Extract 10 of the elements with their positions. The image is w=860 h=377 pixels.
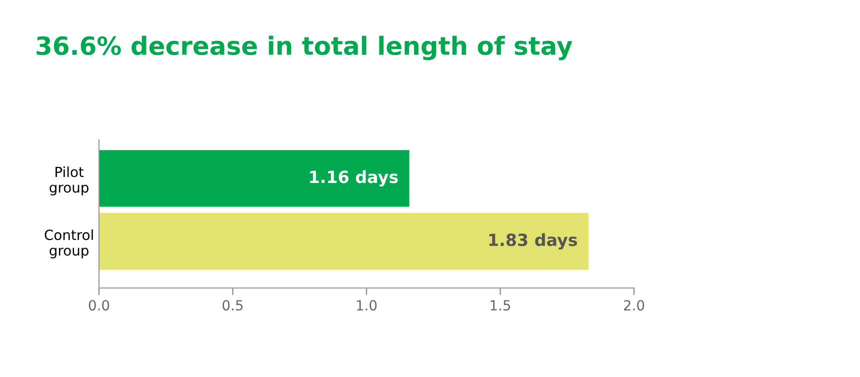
data-label: 1.16 days [310,170,398,187]
y-tick-label: Control group [44,229,93,258]
x-tick-label: 1.0 [356,300,377,311]
x-tick-label: 1.5 [490,300,510,311]
x-tick-label: 0.0 [88,300,110,311]
y-tick-label: Pilot group [50,166,88,196]
data-label: 1.83 days [489,233,578,250]
x-tick-label: 2.0 [624,300,644,311]
chart-title: 36.6% decrease in total length of stay [36,36,572,60]
x-tick-label: 0.5 [222,300,243,311]
